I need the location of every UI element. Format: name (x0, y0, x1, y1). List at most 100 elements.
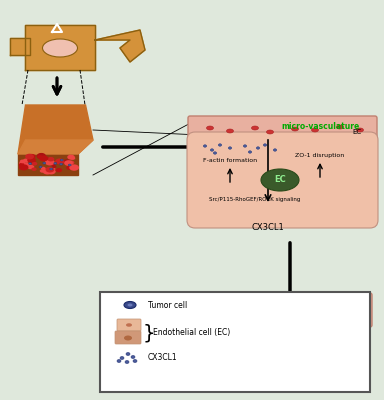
Ellipse shape (69, 164, 79, 171)
Ellipse shape (31, 162, 37, 166)
Ellipse shape (27, 157, 34, 162)
Ellipse shape (37, 155, 43, 159)
Ellipse shape (27, 165, 34, 169)
Ellipse shape (356, 128, 364, 132)
Text: CX3CL1: CX3CL1 (252, 222, 285, 232)
Ellipse shape (64, 160, 73, 166)
Ellipse shape (20, 160, 26, 163)
Ellipse shape (31, 168, 36, 171)
Text: Endothelial cell (EC): Endothelial cell (EC) (153, 328, 230, 338)
Ellipse shape (37, 153, 46, 159)
FancyBboxPatch shape (117, 319, 141, 331)
Ellipse shape (37, 154, 45, 159)
Ellipse shape (19, 164, 28, 170)
Ellipse shape (311, 128, 318, 132)
Ellipse shape (131, 356, 135, 358)
Ellipse shape (316, 332, 324, 338)
Ellipse shape (227, 129, 233, 133)
Ellipse shape (63, 159, 71, 165)
Ellipse shape (331, 342, 339, 348)
Ellipse shape (203, 145, 207, 147)
Ellipse shape (120, 356, 124, 360)
FancyBboxPatch shape (187, 132, 378, 228)
FancyBboxPatch shape (188, 116, 377, 142)
Ellipse shape (43, 39, 78, 57)
Text: micro-vasculature: micro-vasculature (282, 122, 360, 131)
Polygon shape (10, 38, 30, 55)
Ellipse shape (41, 167, 46, 170)
FancyBboxPatch shape (100, 292, 370, 392)
Text: disruption: disruption (299, 334, 341, 342)
FancyBboxPatch shape (115, 331, 141, 344)
Ellipse shape (39, 166, 42, 168)
Ellipse shape (23, 158, 30, 163)
Ellipse shape (117, 360, 121, 362)
Ellipse shape (133, 360, 137, 362)
Polygon shape (95, 30, 145, 62)
Ellipse shape (346, 349, 354, 355)
Ellipse shape (55, 158, 65, 164)
Ellipse shape (68, 164, 71, 166)
Polygon shape (25, 25, 95, 70)
Text: ZO-1 disruption: ZO-1 disruption (295, 152, 344, 158)
Ellipse shape (40, 169, 45, 173)
Ellipse shape (66, 166, 73, 170)
Text: ECs barrier: ECs barrier (234, 334, 286, 342)
Ellipse shape (68, 160, 74, 165)
Ellipse shape (218, 144, 222, 146)
Ellipse shape (266, 130, 273, 134)
Ellipse shape (127, 304, 132, 306)
Ellipse shape (20, 164, 26, 169)
Ellipse shape (51, 168, 56, 170)
Ellipse shape (27, 157, 36, 163)
Text: EC: EC (274, 176, 286, 184)
Ellipse shape (291, 127, 298, 131)
Ellipse shape (126, 323, 132, 327)
Ellipse shape (70, 156, 75, 160)
Ellipse shape (67, 155, 75, 160)
Ellipse shape (248, 151, 252, 153)
Ellipse shape (124, 336, 132, 340)
Ellipse shape (227, 308, 233, 312)
Ellipse shape (19, 161, 25, 165)
Ellipse shape (60, 163, 63, 165)
Ellipse shape (336, 125, 344, 129)
Ellipse shape (228, 147, 232, 149)
Polygon shape (18, 105, 93, 154)
Ellipse shape (342, 310, 348, 314)
Ellipse shape (263, 144, 267, 146)
Ellipse shape (207, 126, 214, 130)
Ellipse shape (28, 154, 36, 159)
Text: EC: EC (353, 129, 362, 135)
Ellipse shape (19, 163, 25, 167)
Ellipse shape (56, 168, 62, 172)
Ellipse shape (126, 352, 130, 356)
Text: F-actin formation: F-actin formation (203, 158, 257, 162)
Ellipse shape (71, 167, 75, 170)
Ellipse shape (38, 154, 45, 158)
Ellipse shape (25, 154, 34, 160)
Text: TEM: TEM (342, 357, 368, 367)
Ellipse shape (50, 168, 53, 170)
Ellipse shape (352, 315, 358, 319)
Ellipse shape (45, 159, 55, 166)
Ellipse shape (312, 308, 318, 312)
FancyBboxPatch shape (213, 293, 372, 327)
Ellipse shape (43, 162, 46, 164)
Ellipse shape (348, 351, 352, 353)
Ellipse shape (124, 302, 136, 308)
Ellipse shape (272, 308, 278, 312)
Text: Tumor cell: Tumor cell (148, 300, 187, 310)
Ellipse shape (24, 163, 29, 166)
Ellipse shape (29, 163, 31, 165)
Ellipse shape (60, 159, 63, 161)
Ellipse shape (292, 311, 298, 315)
Ellipse shape (125, 360, 129, 364)
Ellipse shape (50, 163, 55, 166)
Polygon shape (18, 154, 78, 175)
Text: CX3CL1: CX3CL1 (148, 354, 178, 362)
Ellipse shape (261, 169, 299, 191)
Ellipse shape (333, 344, 337, 346)
Text: Src/P115-RhoGEF/ROCK signaling: Src/P115-RhoGEF/ROCK signaling (209, 198, 301, 202)
Ellipse shape (210, 149, 214, 151)
